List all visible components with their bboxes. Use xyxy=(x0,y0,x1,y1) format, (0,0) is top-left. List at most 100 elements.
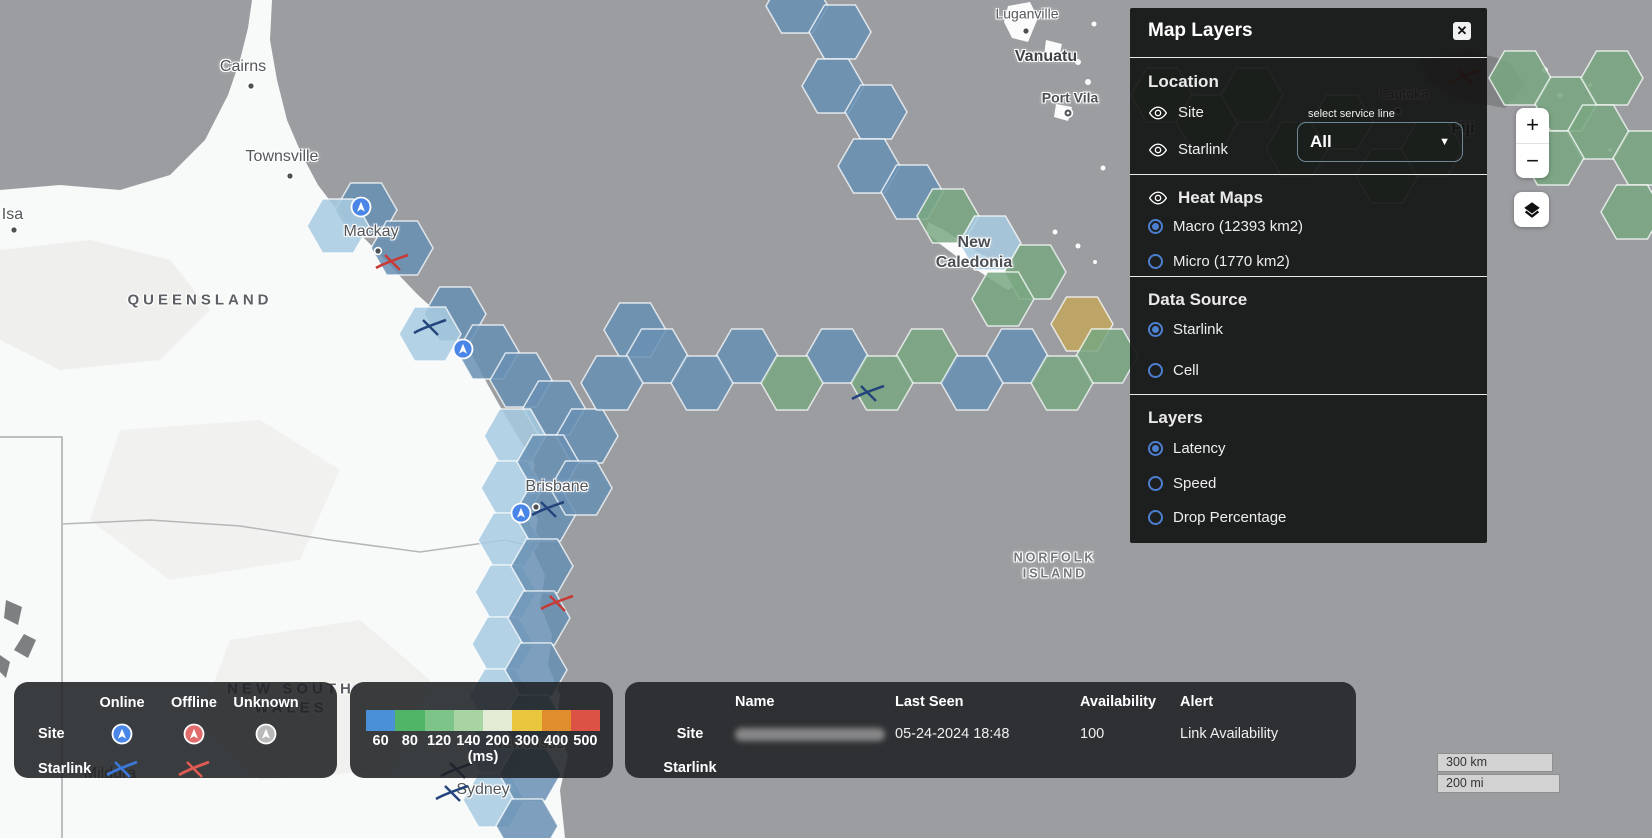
visibility-eye-icon[interactable] xyxy=(1148,142,1168,157)
visibility-eye-icon[interactable] xyxy=(1148,105,1168,120)
island xyxy=(0,655,10,678)
map-label: Townsville xyxy=(245,148,319,165)
site-marker[interactable] xyxy=(510,502,532,524)
latency-segment xyxy=(424,710,454,731)
legend-row-starlink: Starlink xyxy=(38,761,92,777)
city-dot xyxy=(9,225,19,235)
info-table-panel: Name Last Seen Availability Alert Site 0… xyxy=(625,682,1356,778)
site-online-icon xyxy=(86,723,158,745)
map-layers-panel: Map Layers ✕ Location Site Starlink All … xyxy=(1130,8,1487,543)
starlink-marker[interactable] xyxy=(413,318,447,336)
heatmap-hex[interactable] xyxy=(760,355,824,411)
status-legend-panel: Online Offline Unknown Site Starlink xyxy=(14,682,337,778)
legend-row-site: Site xyxy=(38,726,65,742)
latency-segment xyxy=(541,710,571,731)
visibility-eye-icon[interactable] xyxy=(1148,191,1168,205)
heatmap-hex[interactable] xyxy=(958,215,1022,271)
radio-micro[interactable] xyxy=(1148,254,1163,269)
starlink-marker[interactable] xyxy=(435,784,469,802)
heatmap-hex[interactable] xyxy=(940,355,1004,411)
latency-tick: 400 xyxy=(544,733,569,749)
map-label: Port Vila xyxy=(1041,89,1099,106)
latency-tick: 60 xyxy=(372,733,389,749)
chevron-down-icon: ▼ xyxy=(1439,136,1450,148)
heatmap-hex[interactable] xyxy=(1030,355,1094,411)
heatmap-hex[interactable] xyxy=(580,355,644,411)
option-datasource-cell: Cell xyxy=(1173,362,1199,379)
australia-landmass xyxy=(0,0,568,838)
radio-layer-speed[interactable] xyxy=(1148,476,1163,491)
site-last-seen: 05-24-2024 18:48 xyxy=(895,726,1010,742)
location-item-site: Site xyxy=(1178,104,1204,121)
latency-unit: (ms) xyxy=(467,749,499,765)
col-availability: Availability xyxy=(1080,694,1157,710)
latency-tick-labels: 60 80 120 140 200 300 400 500 xyxy=(366,731,600,749)
site-marker[interactable] xyxy=(350,196,372,218)
map-label: Vanuatu xyxy=(1014,48,1078,65)
island xyxy=(14,634,36,658)
map-label: Sydney xyxy=(456,781,510,798)
map-label: New Caledonia xyxy=(935,234,1013,271)
legend-col-online: Online xyxy=(99,695,145,711)
scale-km: 300 km xyxy=(1437,753,1553,772)
table-row-starlink-label: Starlink xyxy=(663,760,717,776)
city-dot xyxy=(285,171,295,181)
table-row-site-label: Site xyxy=(676,726,704,742)
section-heat-maps: Heat Maps xyxy=(1178,188,1264,207)
latency-segment xyxy=(395,710,425,731)
latency-tick: 140 xyxy=(456,733,481,749)
site-alert: Link Availability xyxy=(1180,726,1279,742)
vanuatu-island xyxy=(1044,40,1062,62)
layers-icon xyxy=(1523,201,1540,218)
latency-segment xyxy=(570,710,600,731)
radio-layer-drop-percentage[interactable] xyxy=(1148,510,1163,525)
section-location: Location xyxy=(1148,72,1219,91)
zoom-in-button[interactable]: + xyxy=(1516,108,1549,143)
island xyxy=(4,600,22,625)
option-layer-drop-percentage: Drop Percentage xyxy=(1173,509,1287,526)
land-patch xyxy=(0,240,210,370)
map-label: Brisbane xyxy=(525,478,589,495)
capital-dot xyxy=(1062,107,1074,119)
site-unknown-icon xyxy=(230,723,302,745)
site-marker[interactable] xyxy=(452,338,474,360)
heatmap-hex[interactable] xyxy=(670,355,734,411)
starlink-marker[interactable] xyxy=(531,500,565,518)
heatmap-hex[interactable] xyxy=(549,460,613,516)
starlink-marker[interactable] xyxy=(851,384,885,402)
heatmap-hex[interactable] xyxy=(1600,184,1652,240)
radio-datasource-cell[interactable] xyxy=(1148,363,1163,378)
radio-layer-latency[interactable] xyxy=(1148,441,1163,456)
map-type-layers-button[interactable] xyxy=(1514,192,1549,227)
location-item-starlink: Starlink xyxy=(1178,141,1229,158)
service-line-value: All xyxy=(1310,132,1332,151)
starlink-marker[interactable] xyxy=(375,253,409,271)
radio-macro[interactable] xyxy=(1148,219,1163,234)
latency-segment xyxy=(483,710,513,731)
zoom-out-button[interactable]: − xyxy=(1516,144,1549,179)
service-line-label: select service line xyxy=(1308,108,1395,120)
service-line-select[interactable]: All ▼ xyxy=(1297,122,1463,162)
site-offline-icon xyxy=(158,723,230,745)
heatmap-hex[interactable] xyxy=(495,798,559,838)
site-availability: 100 xyxy=(1080,726,1105,742)
starlink-offline-icon xyxy=(158,760,230,778)
land-patch xyxy=(90,420,340,580)
latency-segment xyxy=(512,710,542,731)
col-name: Name xyxy=(735,694,775,710)
close-icon[interactable]: ✕ xyxy=(1453,22,1471,40)
radio-datasource-starlink[interactable] xyxy=(1148,322,1163,337)
city-dot xyxy=(531,502,541,512)
col-alert: Alert xyxy=(1180,694,1214,710)
latency-color-bar xyxy=(366,710,600,731)
latency-scale-panel: 60 80 120 140 200 300 400 500 (ms) xyxy=(350,682,613,778)
heatmap-hex[interactable] xyxy=(370,220,434,276)
starlink-marker[interactable] xyxy=(540,594,574,612)
city-dot xyxy=(373,246,383,256)
latency-tick: 500 xyxy=(573,733,598,749)
zoom-control: + − xyxy=(1516,108,1549,178)
heatmap-hex[interactable] xyxy=(850,355,914,411)
heatmap-hex[interactable] xyxy=(971,271,1035,327)
